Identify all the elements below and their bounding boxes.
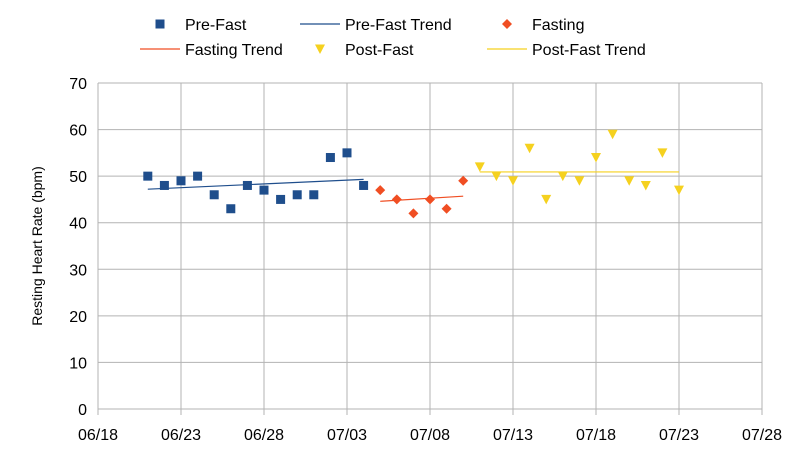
x-tick-label: 06/23 (161, 427, 201, 444)
grid-lines (97, 82, 763, 415)
legend-item: Post-Fast (315, 42, 414, 59)
y-tick-label: 50 (69, 169, 87, 186)
y-tick-label: 10 (69, 355, 87, 372)
legend-label: Post-Fast Trend (532, 42, 646, 59)
x-tick-labels: 06/18 06/23 06/28 07/03 07/08 07/13 07/18 07/23… (78, 427, 782, 444)
axes (97, 83, 762, 410)
data-point (276, 194, 286, 204)
y-tick-label: 40 (69, 216, 87, 233)
y-axis-label: Resting Heart Rate (bpm) (29, 166, 45, 326)
data-point (259, 185, 269, 195)
data-point (474, 162, 485, 172)
data-point (242, 180, 252, 190)
data-point (193, 171, 203, 181)
y-tick-label: 60 (69, 123, 87, 140)
data-series (143, 129, 684, 219)
data-point (425, 194, 435, 205)
trend-line (147, 178, 364, 190)
y-tick-label: 30 (69, 262, 87, 279)
x-tick-label: 07/23 (659, 427, 699, 444)
legend-label: Pre-Fast (185, 17, 247, 34)
data-point (159, 180, 169, 190)
data-point (591, 153, 601, 163)
legend-item: Pre-Fast (155, 17, 247, 34)
data-point (375, 185, 386, 196)
data-point (325, 153, 335, 163)
x-tick-label: 06/28 (244, 427, 284, 444)
data-point (359, 180, 369, 190)
x-tick-label: 06/18 (78, 427, 118, 444)
legend-marker-swatch (502, 19, 512, 29)
data-point (458, 175, 469, 186)
trend-line (380, 195, 464, 202)
y-tick-label: 0 (78, 402, 87, 419)
data-point (607, 129, 618, 140)
data-point (541, 194, 552, 205)
legend-marker-swatch (315, 44, 325, 54)
series-post-fast (474, 129, 684, 205)
x-tick-label: 07/13 (493, 427, 533, 444)
legend-label: Pre-Fast Trend (345, 17, 452, 34)
data-point (309, 190, 319, 200)
series-pre-fast-trend (147, 178, 364, 190)
y-tick-label: 20 (69, 309, 87, 326)
data-point (640, 180, 651, 191)
legend-label: Fasting (532, 17, 584, 34)
legend-item: Fasting (502, 17, 584, 34)
x-tick-label: 07/03 (327, 427, 367, 444)
data-point (292, 190, 302, 200)
data-point (209, 190, 219, 200)
data-point (441, 203, 452, 214)
data-point (524, 143, 535, 154)
legend-marker-swatch (155, 19, 165, 29)
data-point (657, 148, 668, 158)
data-point (624, 176, 635, 186)
series-fasting-trend (380, 195, 464, 202)
legend-item: Fasting Trend (140, 42, 283, 59)
legend-item: Post-Fast Trend (487, 42, 646, 59)
data-point (674, 185, 684, 196)
series-pre-fast (143, 148, 369, 214)
y-tick-label: 70 (69, 76, 87, 93)
x-tick-label: 07/28 (742, 427, 782, 444)
data-point (342, 148, 352, 158)
x-tick-label: 07/08 (410, 427, 450, 444)
data-point (508, 176, 518, 186)
series-fasting (375, 175, 469, 219)
legend-item: Pre-Fast Trend (300, 17, 452, 34)
y-tick-labels: 0 10 20 30 40 50 60 70 (69, 76, 87, 419)
data-point (226, 204, 236, 214)
data-point (408, 208, 419, 219)
data-point (491, 171, 502, 182)
data-point (557, 171, 568, 182)
data-point (143, 171, 153, 181)
data-point (391, 194, 402, 205)
legend-label: Fasting Trend (185, 42, 283, 59)
legend: Pre-Fast Pre-Fast Trend Fasting Fasting Tre… (140, 17, 646, 59)
x-tick-label: 07/18 (576, 427, 616, 444)
data-point (574, 176, 585, 186)
legend-label: Post-Fast (345, 42, 414, 59)
data-point (176, 176, 186, 186)
